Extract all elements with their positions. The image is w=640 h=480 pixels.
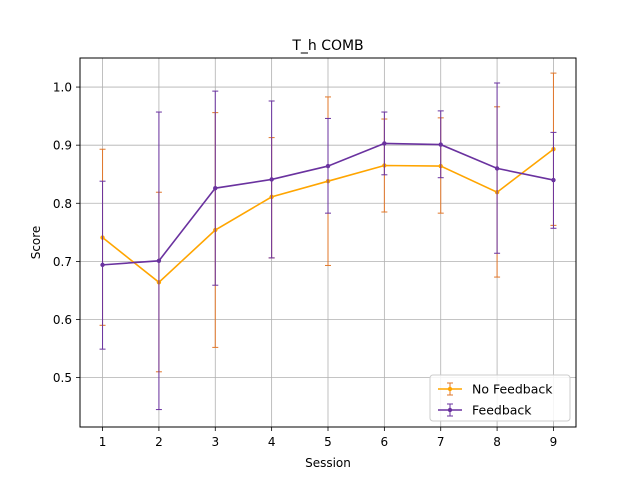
data-point — [100, 262, 105, 268]
legend-label: Feedback — [472, 403, 532, 418]
data-point — [494, 166, 500, 171]
series-1 — [99, 82, 557, 411]
y-tick-label: 0.6 — [53, 313, 72, 327]
x-tick-label: 6 — [381, 435, 389, 449]
data-point — [325, 163, 331, 169]
y-tick-label: 0.8 — [53, 197, 72, 211]
data-point — [382, 141, 387, 146]
chart-title: T_h COMB — [291, 38, 363, 54]
y-tick-label: 0.7 — [53, 255, 72, 269]
legend-marker — [447, 407, 453, 413]
y-tick-label: 0.9 — [53, 139, 72, 153]
x-tick-label: 8 — [493, 435, 501, 449]
data-point — [551, 177, 556, 183]
x-tick-label: 9 — [550, 435, 558, 449]
series-layer — [99, 72, 557, 411]
legend-marker — [447, 386, 453, 392]
x-axis-label: Session — [305, 456, 351, 470]
data-point — [438, 142, 443, 147]
data-point — [156, 258, 162, 264]
x-tick-label: 5 — [324, 435, 332, 449]
legend-box — [429, 374, 571, 422]
x-tick-label: 2 — [155, 435, 163, 449]
x-tick-label: 4 — [268, 435, 276, 449]
ticks: 1 2 3 4 5 6 7 8 9 0.5 0.6 0.7 0.8 0.9 1.0 — [53, 81, 557, 449]
data-point — [269, 177, 274, 182]
data-point — [213, 185, 218, 191]
y-tick-label: 1.0 — [53, 81, 72, 95]
x-tick-label: 1 — [99, 435, 107, 449]
y-tick-label: 0.5 — [53, 371, 72, 385]
y-axis-label: Score — [29, 226, 43, 260]
legend: No Feedback Feedback — [429, 374, 571, 422]
x-tick-label: 3 — [211, 435, 219, 449]
x-tick-label: 7 — [437, 435, 445, 449]
legend-label: No Feedback — [472, 382, 553, 397]
